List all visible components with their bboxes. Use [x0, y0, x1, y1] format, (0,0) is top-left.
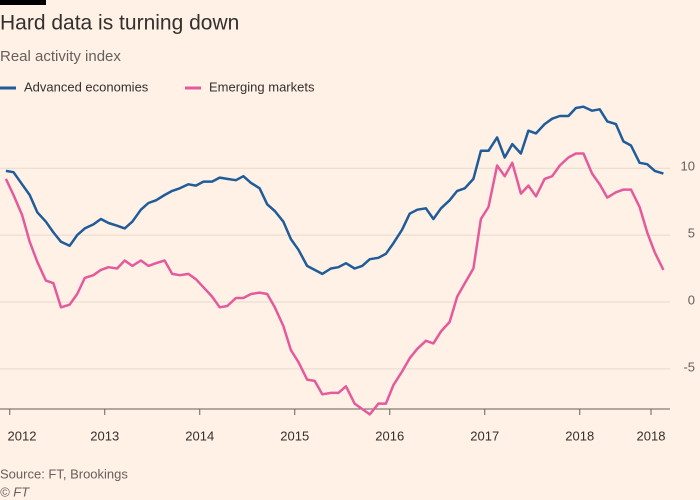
header-bar: [0, 0, 46, 5]
x-tick-label: 2015: [280, 428, 309, 443]
x-tick-label: 2012: [8, 428, 37, 443]
chart-subtitle: Real activity index: [0, 48, 121, 65]
legend-label: Emerging markets: [209, 79, 315, 94]
legend-label: Advanced economies: [24, 79, 149, 94]
y-tick-label: 0: [688, 292, 695, 307]
x-tick-label: 2018: [565, 428, 594, 443]
series-line: [4, 152, 665, 416]
series-line: [5, 105, 664, 276]
y-tick-label: -5: [683, 359, 695, 374]
x-tick-label: 2017: [470, 428, 499, 443]
credit: © FT: [0, 484, 30, 499]
y-tick-label: 5: [688, 226, 695, 241]
x-tick-label: 2013: [90, 428, 119, 443]
x-tick-label: 2018: [637, 428, 666, 443]
y-tick-label: 10: [681, 159, 695, 174]
x-tick-label: 2014: [185, 428, 214, 443]
x-tick-label: 2016: [375, 428, 404, 443]
chart-title: Hard data is turning down: [0, 12, 239, 35]
source: Source: FT, Brookings: [0, 466, 128, 481]
